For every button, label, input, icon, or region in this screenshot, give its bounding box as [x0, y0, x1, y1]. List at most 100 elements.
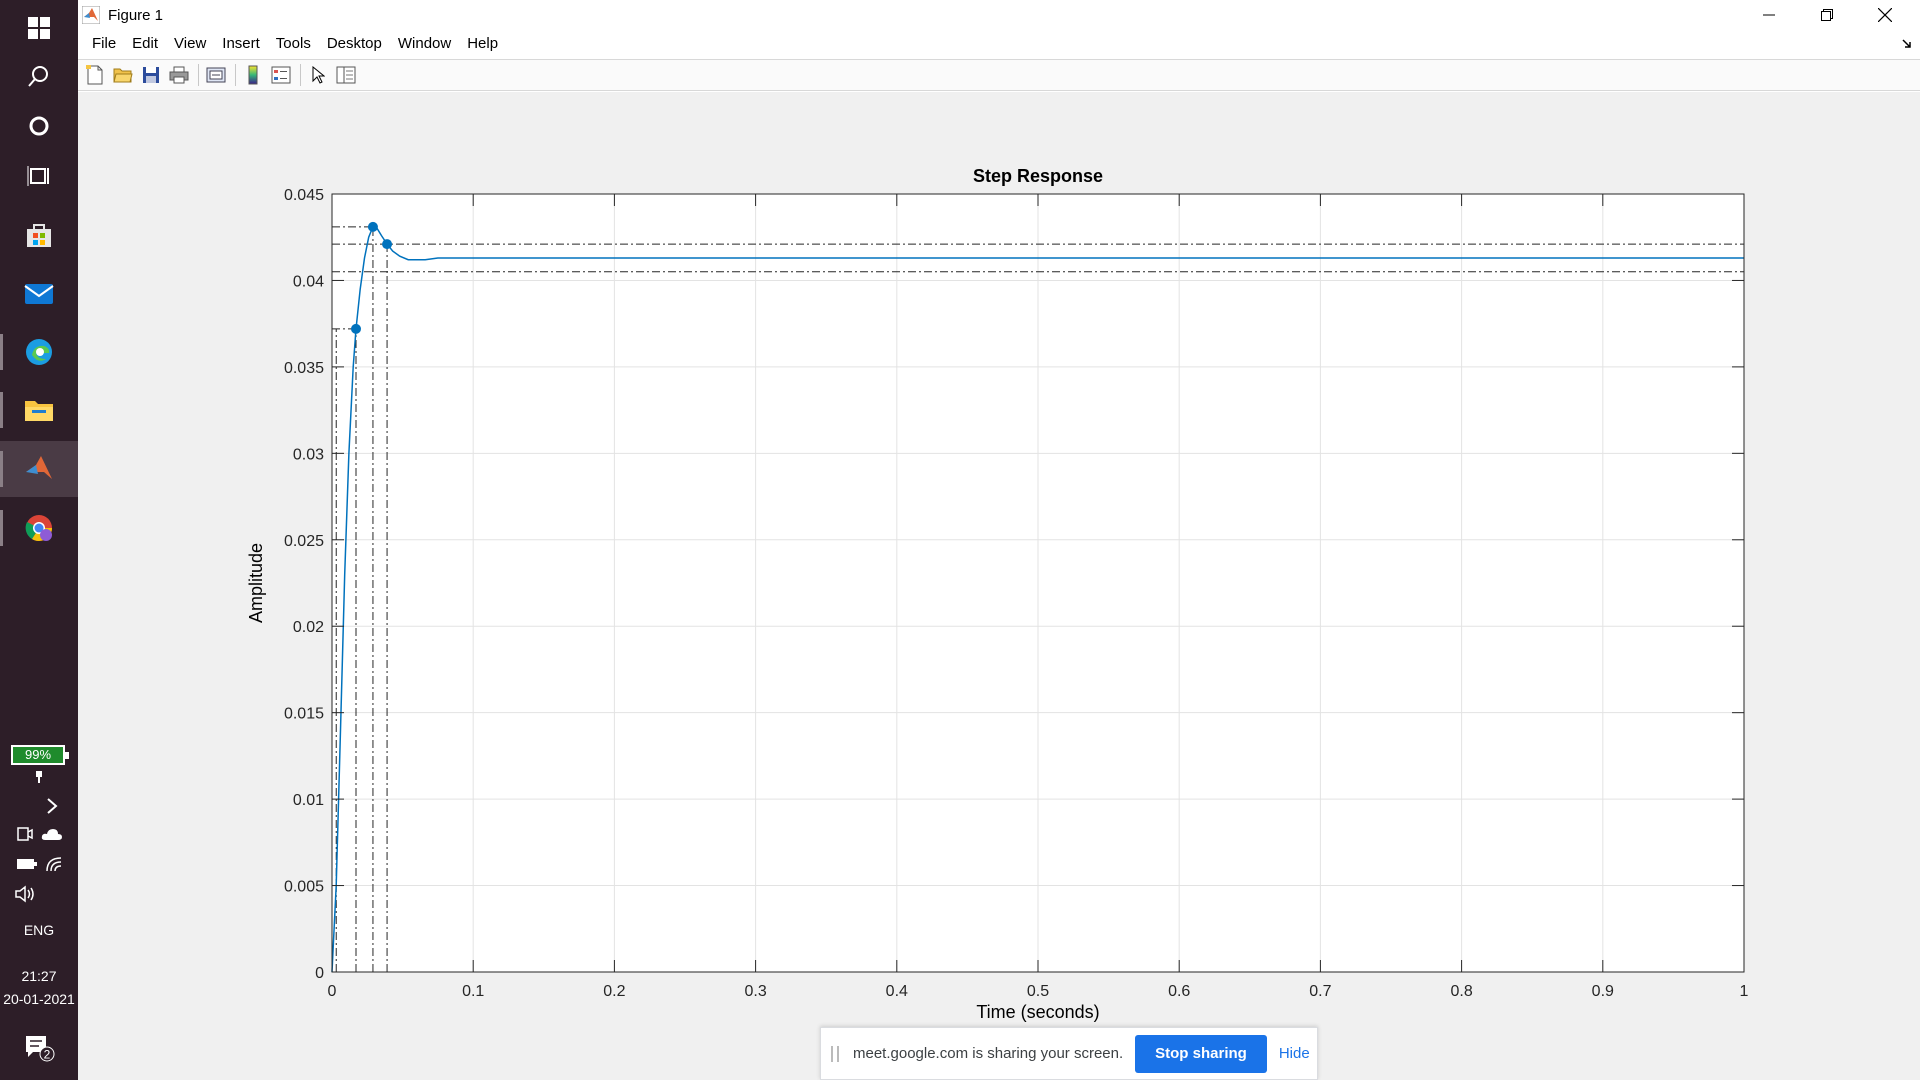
menu-window[interactable]: Window [397, 35, 452, 52]
menu-file[interactable]: File [92, 35, 117, 52]
save-figure-button[interactable] [138, 62, 164, 88]
clock-date[interactable]: 20-01-2021 [0, 988, 78, 1010]
restore-button[interactable] [1798, 0, 1856, 30]
dock-arrow-icon[interactable] [1902, 39, 1912, 49]
store-app[interactable] [0, 207, 78, 263]
minimize-icon [1763, 14, 1775, 16]
menu-edit[interactable]: Edit [132, 35, 159, 52]
x-tick-label: 0.9 [1592, 983, 1614, 1000]
action-center-button[interactable]: 2 [0, 1022, 78, 1074]
toolbar-separator [235, 64, 236, 86]
link-plot-icon [206, 67, 226, 83]
print-figure-button[interactable] [166, 62, 192, 88]
edge-icon [26, 339, 52, 365]
menu-view[interactable]: View [174, 35, 207, 52]
volume-button[interactable] [0, 882, 78, 906]
characteristic-point-marker [351, 323, 362, 334]
onedrive-icon[interactable] [41, 827, 63, 841]
minimize-button[interactable] [1740, 0, 1798, 30]
colorbar-icon [248, 65, 258, 85]
edit-plot-button[interactable] [305, 62, 331, 88]
menu-help[interactable]: Help [467, 35, 499, 52]
close-icon [1878, 8, 1892, 22]
menu-bar: File Edit View Insert Tools Desktop Wind… [78, 30, 1920, 58]
link-plot-button[interactable] [203, 62, 229, 88]
tray-row-2 [0, 852, 78, 876]
characteristic-point-marker [382, 239, 393, 250]
charging-indicator [0, 768, 78, 784]
task-view-button[interactable] [0, 148, 78, 204]
mail-icon [24, 284, 54, 304]
start-button[interactable] [0, 0, 78, 56]
language-label: ENG [23, 922, 55, 938]
characteristic-point-marker [367, 221, 378, 232]
y-tick-label: 0.025 [284, 533, 324, 550]
search-button[interactable] [0, 48, 78, 104]
chevron-right-icon [47, 798, 58, 814]
figure-toolbar [78, 59, 1920, 91]
step-response-plot[interactable]: 0 0.1 0.2 0.3 0.4 0.5 0.6 0.7 0.8 0.9 1 0 0.005 0.01… [78, 92, 1920, 1080]
matlab-app[interactable] [0, 441, 78, 497]
x-tick-label: 1 [1740, 983, 1749, 1000]
y-tick-label: 0.03 [293, 446, 324, 463]
y-tick-labels: 0 0.005 0.01 0.015 0.02 0.025 0.03 0.035 0.04 0.0… [284, 187, 324, 982]
insert-legend-button[interactable] [268, 62, 294, 88]
property-inspector-icon [336, 66, 356, 84]
notification-count: 2 [44, 1048, 51, 1062]
save-icon [143, 67, 159, 83]
pointer-arrow-icon [312, 66, 325, 84]
y-tick-label: 0.035 [284, 360, 324, 377]
search-icon [28, 66, 48, 87]
x-tick-label: 0.3 [744, 983, 766, 1000]
menu-tools[interactable]: Tools [275, 35, 311, 52]
language-indicator[interactable]: ENG [0, 918, 78, 942]
y-tick-label: 0.04 [293, 273, 324, 290]
menu-insert[interactable]: Insert [222, 35, 260, 52]
screen-share-bar: meet.google.com is sharing your screen. … [820, 1027, 1318, 1080]
y-tick-label: 0.045 [284, 187, 324, 204]
y-tick-label: 0.005 [284, 879, 324, 896]
menu-desktop[interactable]: Desktop [326, 35, 382, 52]
open-file-button[interactable] [110, 62, 136, 88]
show-hidden-icons-button[interactable] [0, 792, 78, 820]
clock-time[interactable]: 21:27 [0, 966, 78, 986]
cortana-icon [29, 116, 49, 136]
tray-row-1 [0, 822, 78, 846]
stop-sharing-button[interactable]: Stop sharing [1135, 1034, 1267, 1073]
chrome-icon [25, 515, 53, 542]
plot-title: Step Response [973, 166, 1103, 186]
drag-handle[interactable] [831, 1045, 839, 1062]
meet-present-icon[interactable] [16, 825, 34, 843]
hide-link[interactable]: Hide [1278, 1045, 1310, 1062]
file-explorer-app[interactable] [0, 382, 78, 438]
battery-indicator[interactable]: 99% [11, 745, 69, 765]
y-tick-label: 0.02 [293, 619, 324, 636]
new-file-icon [86, 65, 103, 85]
insert-colorbar-button[interactable] [240, 62, 266, 88]
x-tick-label: 0.8 [1450, 983, 1472, 1000]
folder-icon [25, 401, 53, 421]
x-tick-label: 0.5 [1027, 983, 1049, 1000]
open-folder-icon [113, 68, 133, 83]
mail-app[interactable] [0, 266, 78, 322]
restore-icon [1821, 9, 1833, 21]
battery-tray-icon[interactable] [16, 857, 38, 871]
store-icon [27, 224, 51, 247]
new-figure-button[interactable] [82, 62, 108, 88]
title-bar[interactable]: Figure 1 [78, 0, 1920, 30]
x-tick-labels: 0 0.1 0.2 0.3 0.4 0.5 0.6 0.7 0.8 0.9 1 [328, 983, 1749, 1000]
plug-icon [36, 771, 42, 783]
chrome-app[interactable] [0, 500, 78, 556]
property-inspector-button[interactable] [333, 62, 359, 88]
edge-app[interactable] [0, 324, 78, 380]
toolbar-separator [300, 64, 301, 86]
cortana-button[interactable] [0, 98, 78, 154]
speaker-icon [15, 885, 34, 903]
wifi-icon[interactable] [45, 856, 63, 872]
matlab-window-icon [82, 6, 100, 24]
figure-canvas[interactable]: 0 0.1 0.2 0.3 0.4 0.5 0.6 0.7 0.8 0.9 1 0 0.005 0.01… [78, 92, 1920, 1080]
window-title: Figure 1 [108, 6, 164, 24]
legend-icon [271, 66, 291, 84]
reference-lines [332, 226, 1744, 972]
close-button[interactable] [1856, 0, 1914, 30]
